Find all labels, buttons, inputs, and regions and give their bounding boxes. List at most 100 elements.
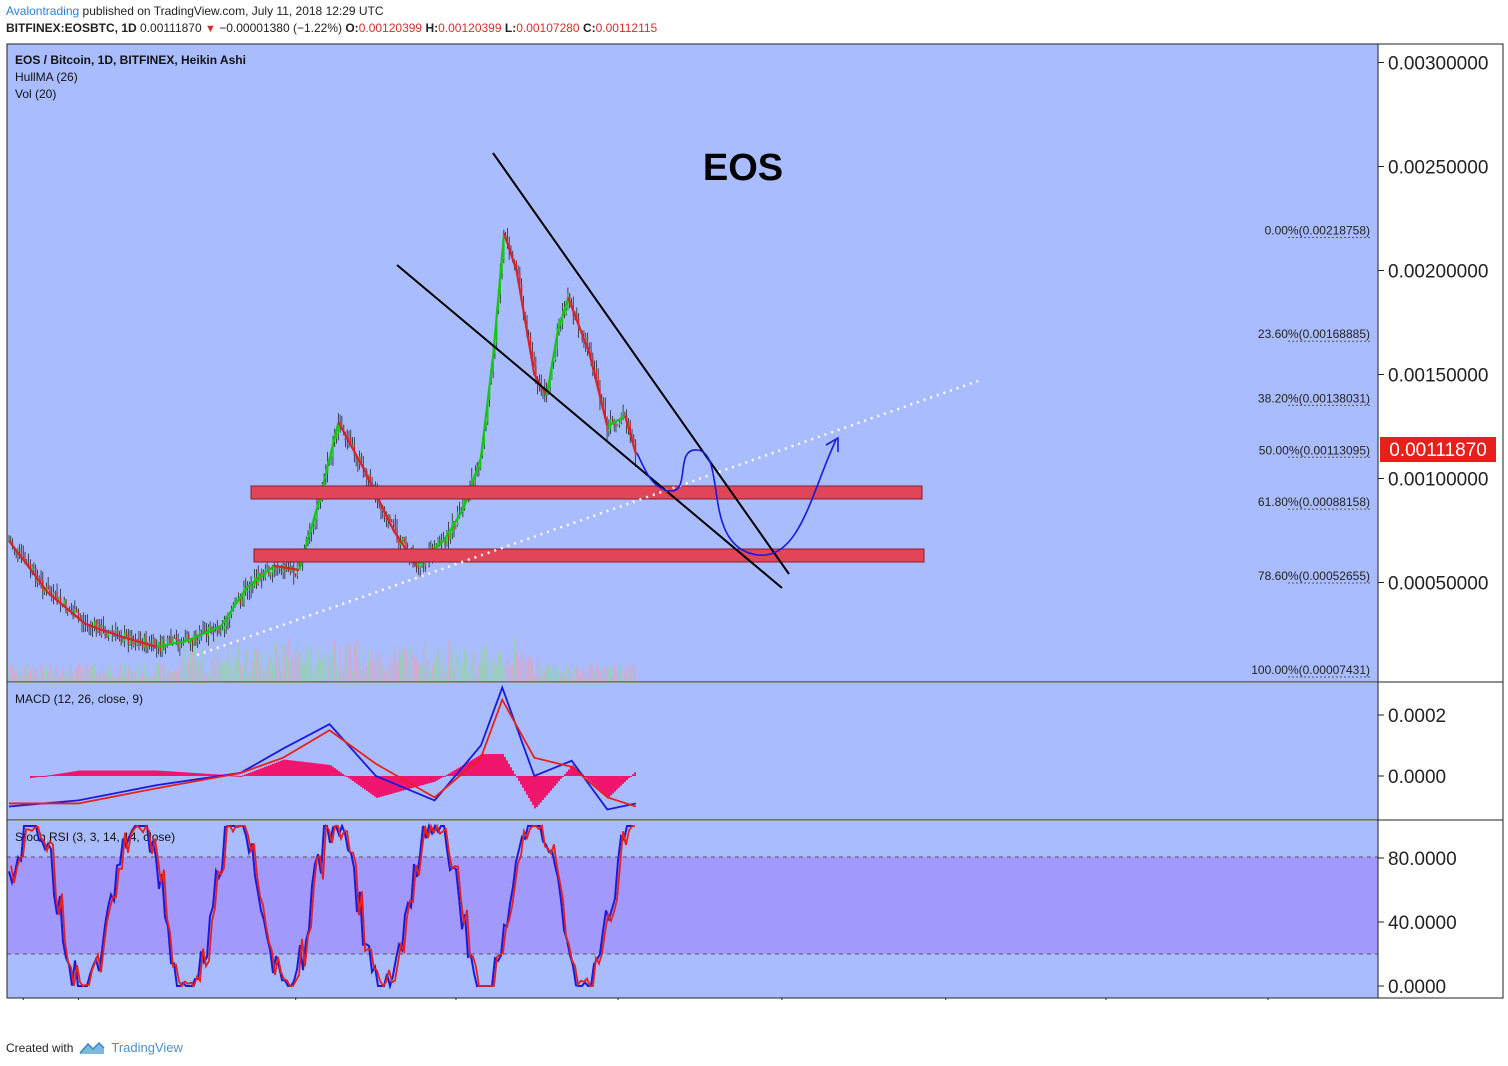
macd-hist-bar [236,775,238,777]
macd-hist-bar [180,772,182,776]
volume-bar [599,673,601,681]
support-zone[interactable] [253,548,925,563]
candle-body [49,589,51,596]
macd-hist-bar [410,776,412,789]
chart-area[interactable]: EOS 0.00%(0.00218758) 23.60%(0.00168885) 3… [0,0,1508,1000]
volume-bar [369,660,372,681]
candle-body [56,592,58,603]
price-legend-title: EOS / Bitcoin, 1D, BITFINEX, Heikin Ashi [15,53,246,67]
volume-bar [298,651,300,681]
tradingview-logo-icon[interactable] [79,1041,105,1055]
volume-bar [303,664,306,681]
volume-bar [451,646,453,681]
volume-bar [431,664,434,681]
macd-hist-bar [562,776,564,777]
fibonacci-retracement[interactable]: 0.00%(0.00218758) 23.60%(0.00168885) 38.20… [1251,223,1370,678]
price-tick-label: 0.00200000 [1388,262,1488,283]
candle-body [106,635,108,638]
volume-bar [561,672,564,681]
author-link[interactable]: Avalontrading [6,4,80,18]
annotation-title[interactable]: EOS [703,147,783,189]
projection-path[interactable] [636,439,837,556]
wedge-upper-trendline[interactable] [492,152,790,575]
macd-hist-bar [304,761,306,776]
fib-level-label: 38.20%(0.00138031) [1258,391,1370,405]
volume-bar [622,675,624,681]
fib-level-label: 0.00%(0.00218758) [1265,223,1370,237]
rising-support-trendline[interactable] [196,379,979,657]
volume-bar [40,663,42,681]
volume-bar [526,659,528,681]
macd-hist-bar [256,770,258,776]
volume-bar [104,671,106,681]
volume-bar [501,666,503,681]
high-label: H: [425,21,439,35]
volume-bar [556,666,558,681]
time-axis-ticks: Aug92018AprJulOct2019AprJul [22,998,1269,1000]
macd-hist-bar [532,776,534,805]
volume-bar [47,671,49,681]
candle-body [380,504,382,511]
volume-bar [214,665,217,681]
candle-body [221,629,224,631]
macd-hist-bar [206,773,208,776]
candle-body [275,566,277,569]
macd-hist-bar [248,773,250,776]
candle-body [24,555,26,563]
volume-bar [302,662,304,681]
candle-body [337,422,339,434]
macd-hist-bar [514,774,516,776]
volume-bar [88,669,90,681]
wedge-lower-trendline[interactable] [396,264,783,589]
candle-body [214,630,217,633]
macd-hist-bar [308,762,310,776]
volume-bar [100,666,103,681]
price-axis[interactable] [1378,44,1503,998]
low-value: 0.00107280 [516,21,580,35]
macd-hist-bar [460,766,462,776]
macd-hist-bar [456,768,458,776]
candle-body [18,548,21,550]
volume-bar [245,650,247,681]
volume-bar [43,671,46,681]
macd-hist-bar [444,775,446,777]
candle-body [157,641,160,647]
volume-bar [410,644,412,681]
macd-hist-bar [110,770,112,776]
macd-hist-bar [632,774,634,776]
price-pane[interactable] [7,44,1378,682]
macd-hist-bar [474,758,476,776]
volume-bar [536,657,539,681]
macd-hist-bar [384,776,386,796]
macd-hist-bar [56,774,58,776]
volume-bar [583,669,585,681]
macd-hist-bar [340,772,342,776]
candle-body [107,631,110,638]
volume-bar [510,666,512,681]
macd-hist-bar [556,776,558,784]
tradingview-link[interactable]: TradingView [111,1040,183,1055]
macd-pane[interactable] [7,683,1378,820]
volume-bar [403,646,405,681]
candle-body [529,336,532,350]
stoch-axis-ticks: 80.0000 40.0000 0.0000 [1378,849,1457,998]
candle-body [533,358,535,367]
candle-body [624,413,626,416]
fib-level-label: 100.00%(0.00007431) [1251,663,1370,677]
macd-hist-bar [422,776,424,786]
resistance-zone[interactable] [250,485,923,500]
candle-body [136,642,138,646]
candle-body [17,548,19,553]
candle-body [102,625,105,628]
macd-hist-bar [480,754,482,776]
macd-hist-bar [524,776,526,792]
volume-bar [52,673,55,681]
candle-body [115,629,117,633]
macd-hist-bar [586,776,588,779]
volume-bar [392,654,395,681]
macd-hist-bar [148,770,150,776]
macd-hist-bar [418,776,420,787]
hullma-segment [246,564,276,588]
candle-body [134,640,137,646]
volume-bar [191,637,194,681]
